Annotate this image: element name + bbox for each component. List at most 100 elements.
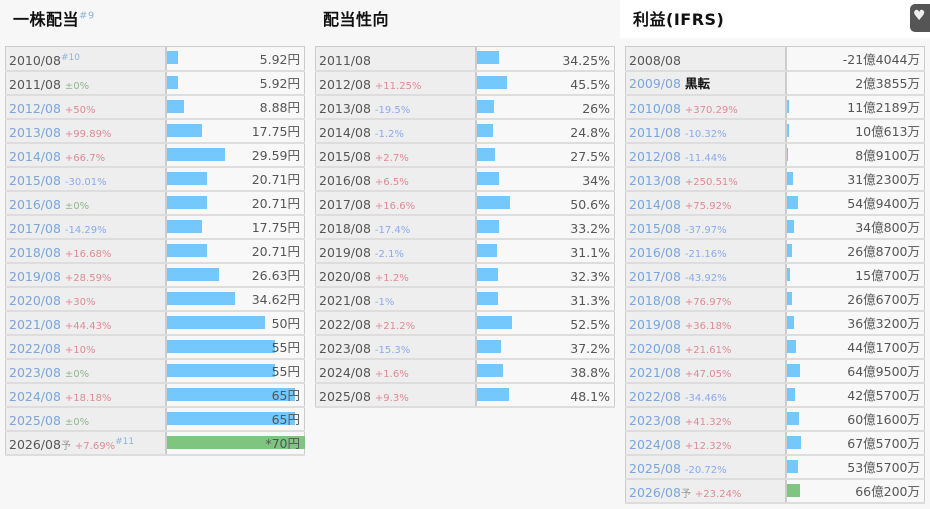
change-percent: -11.44% (684, 152, 727, 164)
value-bar (166, 315, 266, 329)
value-text: 52.5% (570, 316, 610, 332)
row-label: 2012/08 +50% (5, 94, 167, 120)
year-label[interactable]: 2024/08 (629, 436, 681, 452)
table-row: 2014/08 -1.2% 24.8% (315, 118, 615, 144)
table-row: 2010/08#10 5.92円 (5, 46, 305, 72)
year-label[interactable]: 2015/08 (9, 172, 61, 188)
change-percent: +7.69% (74, 440, 116, 452)
change-percent: +44.43% (64, 320, 112, 332)
footnote-link[interactable]: #10 (60, 52, 80, 63)
year-label[interactable]: 2012/08 (629, 148, 681, 164)
profit-title: 利益(IFRS) (620, 0, 930, 38)
value-text: 33.2% (570, 220, 610, 236)
value-cell: 34.62円 (165, 286, 305, 312)
row-label: 2014/08 +66.7% (5, 142, 167, 168)
footnote-link[interactable]: #9 (79, 10, 95, 22)
value-bar (476, 51, 500, 64)
year-label[interactable]: 2020/08 (9, 292, 61, 308)
year-label[interactable]: 2024/08 (9, 388, 61, 404)
year-label: 2022/08 (319, 316, 371, 332)
change-percent: +21.2% (374, 320, 416, 332)
year-label[interactable]: 2020/08 (629, 340, 681, 356)
value-cell: 24.8% (475, 118, 615, 144)
year-label[interactable]: 2026/08 (629, 484, 681, 500)
value-text: 20.71円 (251, 195, 300, 211)
year-label[interactable]: 2011/08 (629, 124, 681, 140)
row-label: 2023/08 ±0% (5, 358, 167, 384)
value-text: 26億6700万 (847, 291, 920, 307)
footnote-link[interactable]: #11 (115, 436, 135, 447)
value-bar (166, 123, 202, 137)
table-row: 2025/08 ±0% 65円 (5, 406, 305, 432)
value-text: 53億5700万 (847, 459, 920, 475)
value-cell: 60億1600万 (785, 406, 925, 432)
value-cell: 44億1700万 (785, 334, 925, 360)
forecast-mark: 予 (60, 440, 71, 452)
year-label[interactable]: 2023/08 (9, 364, 61, 380)
year-label[interactable]: 2014/08 (9, 148, 61, 164)
year-label[interactable]: 2019/08 (629, 316, 681, 332)
heart-icon[interactable]: ♥ (910, 4, 930, 32)
value-bar (786, 123, 789, 137)
year-label[interactable]: 2009/08 (629, 75, 681, 91)
row-label: 2012/08 +11.25% (315, 70, 477, 96)
change-percent: +75.92% (684, 200, 732, 212)
value-cell: 17.75円 (165, 214, 305, 240)
value-bar (786, 411, 799, 425)
forecast-mark: 予 (680, 488, 691, 500)
change-percent: +370.29% (684, 104, 738, 116)
value-text: 26.63円 (251, 267, 300, 283)
value-bar (786, 291, 792, 305)
change-percent: +28.59% (64, 272, 112, 284)
year-label: 2026/08 (9, 436, 61, 452)
table-row: 2012/08 -11.44% 8億9100万 (625, 142, 925, 168)
row-label: 2024/08 +12.32% (625, 430, 787, 456)
year-label[interactable]: 2025/08 (9, 412, 61, 428)
value-cell: 52.5% (475, 310, 615, 336)
year-label: 2017/08 (319, 196, 371, 212)
value-text: 11億2189万 (847, 99, 920, 115)
change-percent: ±0% (64, 80, 90, 92)
value-text: 65円 (271, 387, 300, 403)
table-row: 2017/08 -43.92% 15億700万 (625, 262, 925, 288)
value-bar (476, 195, 511, 209)
value-bar (786, 243, 793, 257)
year-label[interactable]: 2013/08 (629, 172, 681, 188)
year-label[interactable]: 2016/08 (9, 196, 61, 212)
year-label[interactable]: 2013/08 (9, 124, 61, 140)
year-label[interactable]: 2017/08 (629, 268, 681, 284)
table-row: 2016/08 ±0% 20.71円 (5, 190, 305, 216)
value-text: 20.71円 (251, 171, 300, 187)
year-label[interactable]: 2022/08 (629, 388, 681, 404)
year-label[interactable]: 2015/08 (629, 220, 681, 236)
table-row: 2022/08 -34.46% 42億5700万 (625, 382, 925, 408)
value-bar (786, 363, 800, 377)
year-label[interactable]: 2019/08 (9, 268, 61, 284)
profit-table: 2008/08 -21億4044万 2009/08 黒転 2億3855万 2010/08 … (625, 46, 925, 504)
value-bar (786, 219, 794, 233)
year-label[interactable]: 2022/08 (9, 340, 61, 356)
change-percent: +12.32% (684, 440, 732, 452)
value-text: 31.3% (570, 292, 610, 308)
year-label[interactable]: 2023/08 (629, 412, 681, 428)
year-label[interactable]: 2017/08 (9, 220, 61, 236)
value-text: 54億9400万 (847, 195, 920, 211)
table-row: 2018/08 +16.68% 20.71円 (5, 238, 305, 264)
value-text: 31億2300万 (847, 171, 920, 187)
row-label: 2018/08 +76.97% (625, 286, 787, 312)
year-label[interactable]: 2018/08 (9, 244, 61, 260)
year-label[interactable]: 2014/08 (629, 196, 681, 212)
year-label[interactable]: 2021/08 (9, 316, 61, 332)
row-label: 2011/08 (315, 46, 477, 72)
table-row: 2015/08 -37.97% 34億800万 (625, 214, 925, 240)
year-label[interactable]: 2018/08 (629, 292, 681, 308)
year-label[interactable]: 2025/08 (629, 460, 681, 476)
year-label[interactable]: 2016/08 (629, 244, 681, 260)
year-label[interactable]: 2010/08 (629, 100, 681, 116)
row-label: 2019/08 +28.59% (5, 262, 167, 288)
value-text: 20.71円 (251, 243, 300, 259)
row-label: 2017/08 +16.6% (315, 190, 477, 216)
year-label[interactable]: 2012/08 (9, 100, 61, 116)
table-row: 2020/08 +21.61% 44億1700万 (625, 334, 925, 360)
year-label[interactable]: 2021/08 (629, 364, 681, 380)
